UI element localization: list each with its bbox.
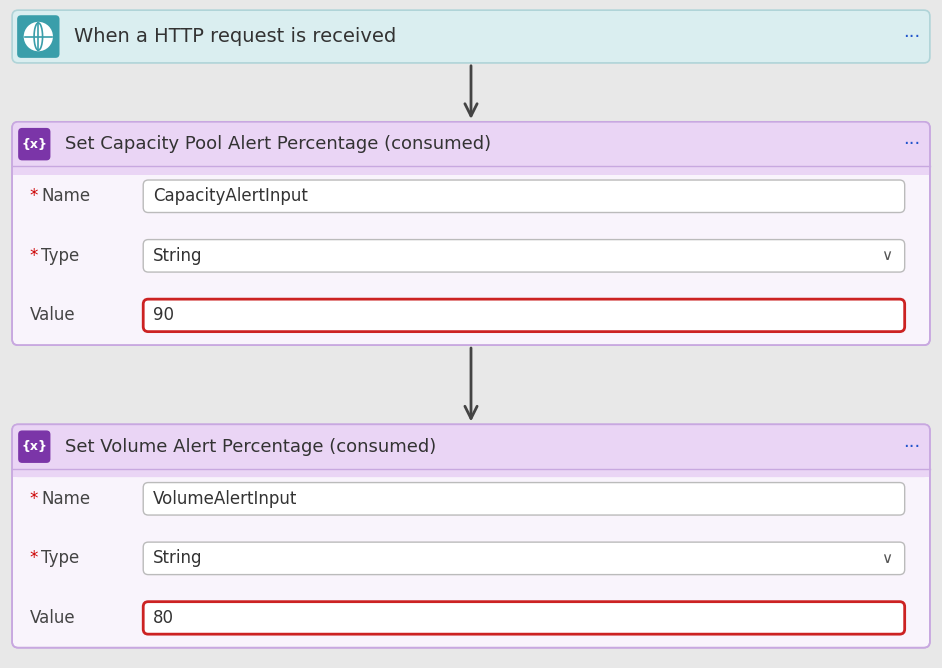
- FancyBboxPatch shape: [12, 122, 930, 345]
- Text: Value: Value: [30, 609, 76, 627]
- Text: Name: Name: [41, 187, 90, 205]
- FancyBboxPatch shape: [143, 299, 904, 331]
- FancyBboxPatch shape: [143, 180, 904, 212]
- FancyBboxPatch shape: [12, 424, 930, 477]
- Text: CapacityAlertInput: CapacityAlertInput: [154, 187, 308, 205]
- Text: *: *: [30, 187, 44, 205]
- Text: ···: ···: [903, 27, 920, 45]
- FancyBboxPatch shape: [12, 10, 930, 63]
- Text: VolumeAlertInput: VolumeAlertInput: [154, 490, 298, 508]
- Text: ∨: ∨: [881, 551, 892, 566]
- Text: String: String: [154, 247, 203, 265]
- Text: {x}: {x}: [22, 138, 47, 151]
- FancyBboxPatch shape: [143, 482, 904, 515]
- FancyBboxPatch shape: [143, 602, 904, 634]
- Text: ∨: ∨: [881, 248, 892, 263]
- Text: {x}: {x}: [22, 440, 47, 453]
- Text: *: *: [30, 549, 44, 567]
- Text: Type: Type: [41, 549, 80, 567]
- Circle shape: [24, 23, 52, 50]
- FancyBboxPatch shape: [12, 424, 930, 648]
- Text: Value: Value: [30, 307, 76, 325]
- Text: ···: ···: [903, 438, 920, 456]
- FancyBboxPatch shape: [143, 542, 904, 574]
- FancyBboxPatch shape: [17, 15, 59, 58]
- Bar: [12, 451, 930, 477]
- Text: 80: 80: [154, 609, 174, 627]
- Text: Name: Name: [41, 490, 90, 508]
- Text: Set Volume Alert Percentage (consumed): Set Volume Alert Percentage (consumed): [65, 438, 436, 456]
- Text: Type: Type: [41, 247, 80, 265]
- Bar: [12, 148, 930, 174]
- Text: 90: 90: [154, 307, 174, 325]
- Text: *: *: [30, 247, 44, 265]
- Text: When a HTTP request is received: When a HTTP request is received: [73, 27, 396, 46]
- Text: *: *: [30, 490, 44, 508]
- FancyBboxPatch shape: [18, 128, 51, 160]
- FancyBboxPatch shape: [143, 240, 904, 272]
- FancyBboxPatch shape: [18, 430, 51, 463]
- FancyBboxPatch shape: [12, 122, 930, 174]
- Text: ···: ···: [903, 135, 920, 153]
- Text: Set Capacity Pool Alert Percentage (consumed): Set Capacity Pool Alert Percentage (cons…: [65, 135, 491, 153]
- Text: String: String: [154, 549, 203, 567]
